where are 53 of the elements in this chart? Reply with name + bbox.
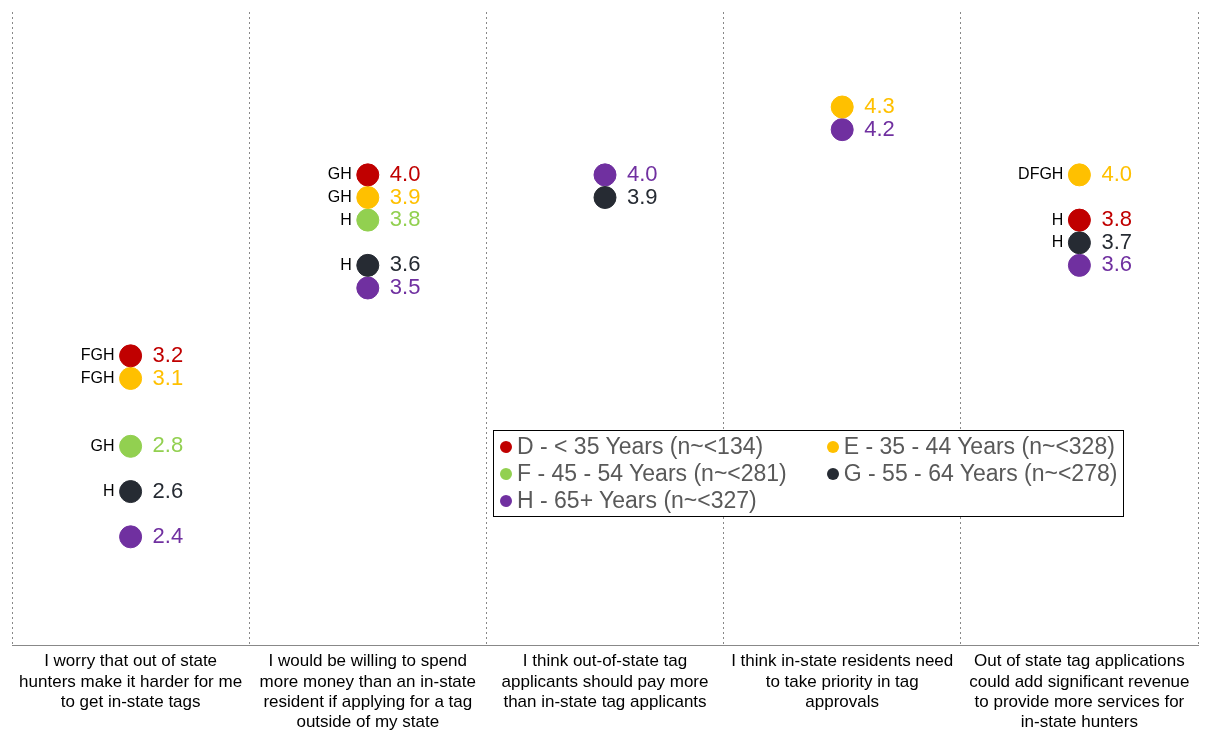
data-label: 2.4 xyxy=(152,522,184,548)
annotation: FGH xyxy=(80,368,115,386)
point xyxy=(119,344,143,368)
point xyxy=(593,186,617,209)
point xyxy=(356,208,380,232)
point xyxy=(830,118,854,142)
data-label: 3.9 xyxy=(389,183,421,209)
point xyxy=(356,186,380,209)
point xyxy=(119,480,143,504)
data-label: 4.0 xyxy=(627,160,658,186)
annotation: GH xyxy=(90,436,115,454)
data-label: 4.0 xyxy=(1101,160,1132,186)
data-label: 3.9 xyxy=(627,183,658,209)
annotation: H xyxy=(340,210,352,228)
annotation: DFGH xyxy=(1018,165,1064,183)
x-tick-label: I worry that out of state hunters make it harder for me to get in-state tags xyxy=(19,651,243,712)
point xyxy=(1067,231,1091,255)
point xyxy=(830,95,854,119)
data-label: 3.8 xyxy=(389,206,421,232)
legend-label: F - 45 - 54 Years (n~<281) xyxy=(517,460,787,487)
legend-label: E - 35 - 44 Years (n~<328) xyxy=(843,433,1115,460)
point xyxy=(119,434,143,458)
x-tick-label: I would be willing to spend more money than an in-state resident if applying for a tag outside of my state xyxy=(259,651,476,732)
x-tick-label: Out of state tag applications could add significant revenue to provide more services for in-state hunters xyxy=(969,651,1190,732)
point xyxy=(119,366,143,390)
annotation: GH xyxy=(327,165,352,183)
data-label: 3.5 xyxy=(389,274,421,300)
data-label: 3.6 xyxy=(389,251,421,277)
legend-label: D - < 35 Years (n~<134) xyxy=(517,433,764,460)
annotation: H xyxy=(1051,210,1064,228)
data-label: 3.2 xyxy=(152,341,184,367)
point xyxy=(1067,163,1091,187)
point xyxy=(593,163,617,187)
point xyxy=(119,525,143,549)
data-label: 2.8 xyxy=(152,432,184,458)
data-label: 3.1 xyxy=(152,364,184,390)
point xyxy=(356,253,380,277)
data-label: 4.0 xyxy=(389,160,421,186)
data-label: 3.6 xyxy=(1101,251,1132,277)
annotation: GH xyxy=(327,187,352,205)
annotation: H xyxy=(103,481,115,499)
point xyxy=(1067,253,1091,277)
annotation: FGH xyxy=(80,346,115,364)
point xyxy=(1067,208,1091,232)
data-label: 2.6 xyxy=(152,477,184,503)
point xyxy=(356,163,380,187)
x-tick-label: I think out-of-state tag applicants should pay more than in-state tag applicants xyxy=(501,651,709,712)
legend-label: G - 55 - 64 Years (n~<278) xyxy=(843,460,1118,487)
legend-label: H - 65+ Years (n~<327) xyxy=(517,487,757,514)
annotation: H xyxy=(1051,233,1064,251)
annotation: H xyxy=(340,255,352,273)
point xyxy=(356,276,380,300)
x-tick-label: I think in-state residents need to take priority in tag approvals xyxy=(731,651,954,712)
